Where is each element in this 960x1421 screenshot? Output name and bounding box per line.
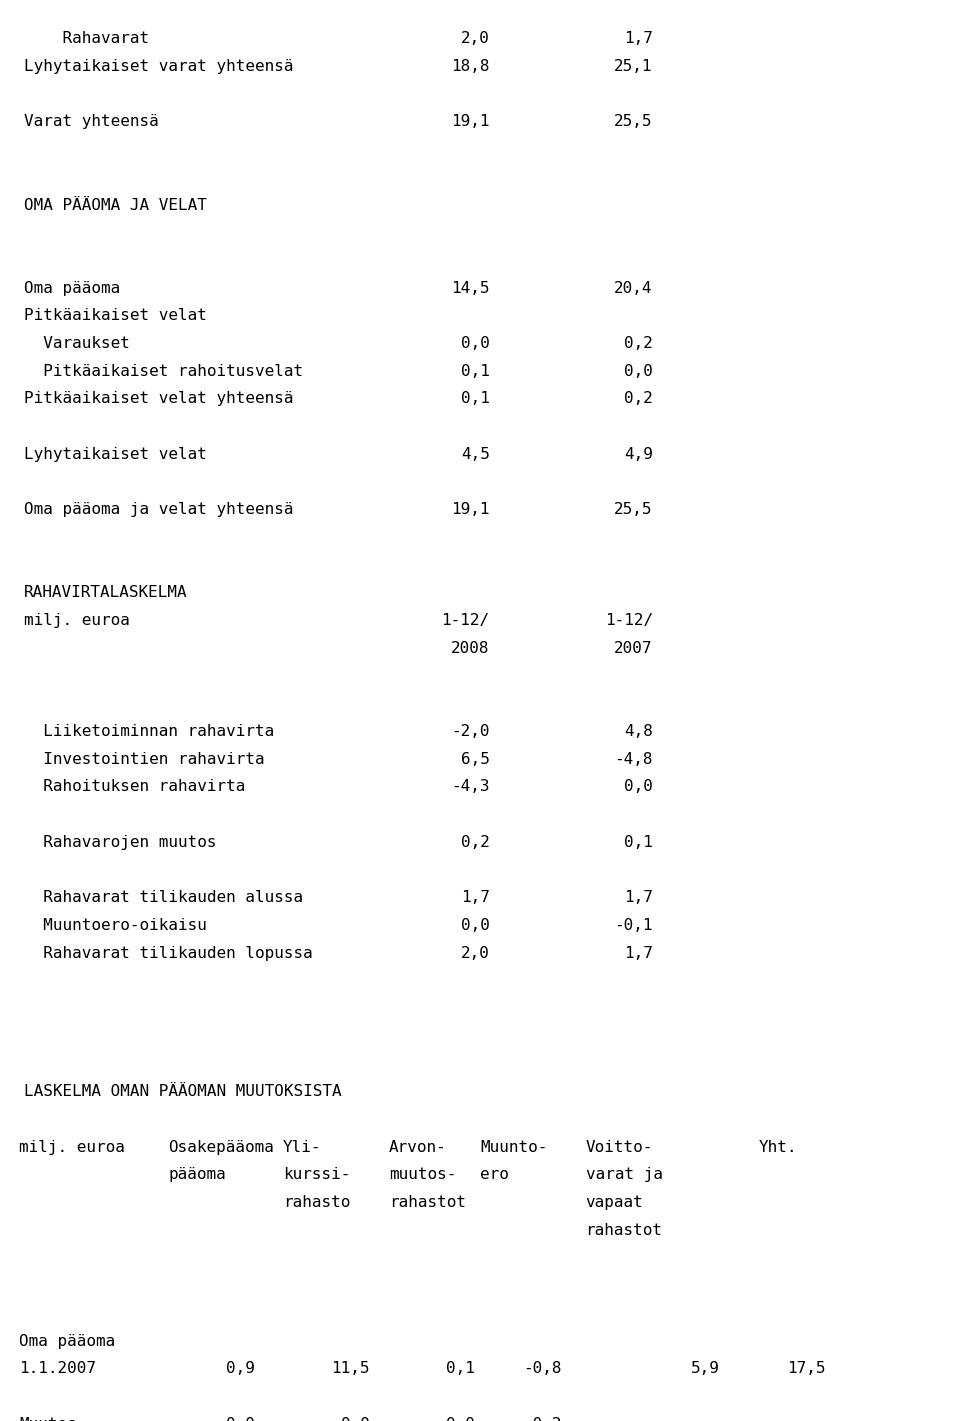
Text: 1,7: 1,7 [624, 31, 653, 47]
Text: 0,2: 0,2 [461, 834, 490, 850]
Text: Osakepääoma: Osakepääoma [168, 1140, 274, 1155]
Text: varat ja: varat ja [586, 1167, 662, 1182]
Text: -2,0: -2,0 [451, 723, 490, 739]
Text: Varaukset: Varaukset [24, 335, 130, 351]
Text: 0,0: 0,0 [226, 1417, 254, 1421]
Text: Arvon-: Arvon- [389, 1140, 446, 1155]
Text: 11,5: 11,5 [331, 1361, 370, 1377]
Text: 2,0: 2,0 [461, 31, 490, 47]
Text: 1,7: 1,7 [624, 945, 653, 961]
Text: -4,3: -4,3 [451, 779, 490, 794]
Text: 25,1: 25,1 [614, 58, 653, 74]
Text: 1-12/: 1-12/ [442, 612, 490, 628]
Text: 18,8: 18,8 [451, 58, 490, 74]
Text: pääoma: pääoma [168, 1167, 226, 1182]
Text: 1.1.2007: 1.1.2007 [19, 1361, 96, 1377]
Text: 0,2: 0,2 [624, 391, 653, 406]
Text: Oma pääoma: Oma pääoma [24, 280, 120, 296]
Text: Muuntoero-oikaisu: Muuntoero-oikaisu [24, 918, 206, 934]
Text: 0,1: 0,1 [624, 834, 653, 850]
Text: muutos-: muutos- [389, 1167, 456, 1182]
Text: 6,5: 6,5 [461, 752, 490, 767]
Text: rahasto: rahasto [283, 1195, 350, 1211]
Text: rahastot: rahastot [586, 1222, 662, 1238]
Text: 4,8: 4,8 [624, 723, 653, 739]
Text: 2007: 2007 [614, 641, 653, 657]
Text: Investointien rahavirta: Investointien rahavirta [24, 752, 265, 767]
Text: 19,1: 19,1 [451, 115, 490, 129]
Text: Muunto-: Muunto- [480, 1140, 547, 1155]
Text: Lyhytaikaiset velat: Lyhytaikaiset velat [24, 446, 206, 462]
Text: Rahoituksen rahavirta: Rahoituksen rahavirta [24, 779, 246, 794]
Text: 0,2: 0,2 [624, 335, 653, 351]
Text: 4,9: 4,9 [624, 446, 653, 462]
Text: OMA PÄÄOMA JA VELAT: OMA PÄÄOMA JA VELAT [24, 198, 206, 213]
Text: 0,1: 0,1 [461, 364, 490, 379]
Text: LASKELMA OMAN PÄÄOMAN MUUTOKSISTA: LASKELMA OMAN PÄÄOMAN MUUTOKSISTA [24, 1084, 342, 1100]
Text: 1-12/: 1-12/ [605, 612, 653, 628]
Text: -4,8: -4,8 [614, 752, 653, 767]
Text: 1,7: 1,7 [624, 890, 653, 905]
Text: ero: ero [480, 1167, 509, 1182]
Text: Pitkäaikaiset rahoitusvelat: Pitkäaikaiset rahoitusvelat [24, 364, 303, 379]
Text: 0,0: 0,0 [446, 1417, 475, 1421]
Text: Rahavarojen muutos: Rahavarojen muutos [24, 834, 217, 850]
Text: 14,5: 14,5 [451, 280, 490, 296]
Text: Rahavarat tilikauden alussa: Rahavarat tilikauden alussa [24, 890, 303, 905]
Text: 0,0: 0,0 [341, 1417, 370, 1421]
Text: 2,0: 2,0 [461, 945, 490, 961]
Text: 0,1: 0,1 [461, 391, 490, 406]
Text: Varat yhteensä: Varat yhteensä [24, 115, 158, 129]
Text: 4,5: 4,5 [461, 446, 490, 462]
Text: Rahavarat: Rahavarat [24, 31, 149, 47]
Text: Muutos: Muutos [19, 1417, 77, 1421]
Text: Pitkäaikaiset velat: Pitkäaikaiset velat [24, 308, 206, 324]
Text: milj. euroa: milj. euroa [24, 612, 130, 628]
Text: 25,5: 25,5 [614, 115, 653, 129]
Text: Voitto-: Voitto- [586, 1140, 653, 1155]
Text: 19,1: 19,1 [451, 502, 490, 517]
Text: 20,4: 20,4 [614, 280, 653, 296]
Text: milj. euroa: milj. euroa [19, 1140, 125, 1155]
Text: 5,9: 5,9 [691, 1361, 720, 1377]
Text: Liiketoiminnan rahavirta: Liiketoiminnan rahavirta [24, 723, 275, 739]
Text: Oma pääoma: Oma pääoma [19, 1333, 115, 1349]
Text: 0,9: 0,9 [226, 1361, 254, 1377]
Text: 2008: 2008 [451, 641, 490, 657]
Text: vapaat: vapaat [586, 1195, 643, 1211]
Text: rahastot: rahastot [389, 1195, 466, 1211]
Text: 0,0: 0,0 [461, 335, 490, 351]
Text: 0,1: 0,1 [446, 1361, 475, 1377]
Text: RAHAVIRTALASKELMA: RAHAVIRTALASKELMA [24, 585, 187, 601]
Text: 0,0: 0,0 [461, 918, 490, 934]
Text: -0,1: -0,1 [614, 918, 653, 934]
Text: 1,7: 1,7 [461, 890, 490, 905]
Text: -0,2: -0,2 [523, 1417, 562, 1421]
Text: Yli-: Yli- [283, 1140, 322, 1155]
Text: Lyhytaikaiset varat yhteensä: Lyhytaikaiset varat yhteensä [24, 58, 294, 74]
Text: kurssi-: kurssi- [283, 1167, 350, 1182]
Text: 0,0: 0,0 [624, 779, 653, 794]
Text: Rahavarat tilikauden lopussa: Rahavarat tilikauden lopussa [24, 945, 313, 961]
Text: 17,5: 17,5 [787, 1361, 826, 1377]
Text: Pitkäaikaiset velat yhteensä: Pitkäaikaiset velat yhteensä [24, 391, 294, 406]
Text: -0,8: -0,8 [523, 1361, 562, 1377]
Text: 0,0: 0,0 [624, 364, 653, 379]
Text: 25,5: 25,5 [614, 502, 653, 517]
Text: Yht.: Yht. [758, 1140, 797, 1155]
Text: Oma pääoma ja velat yhteensä: Oma pääoma ja velat yhteensä [24, 502, 294, 517]
